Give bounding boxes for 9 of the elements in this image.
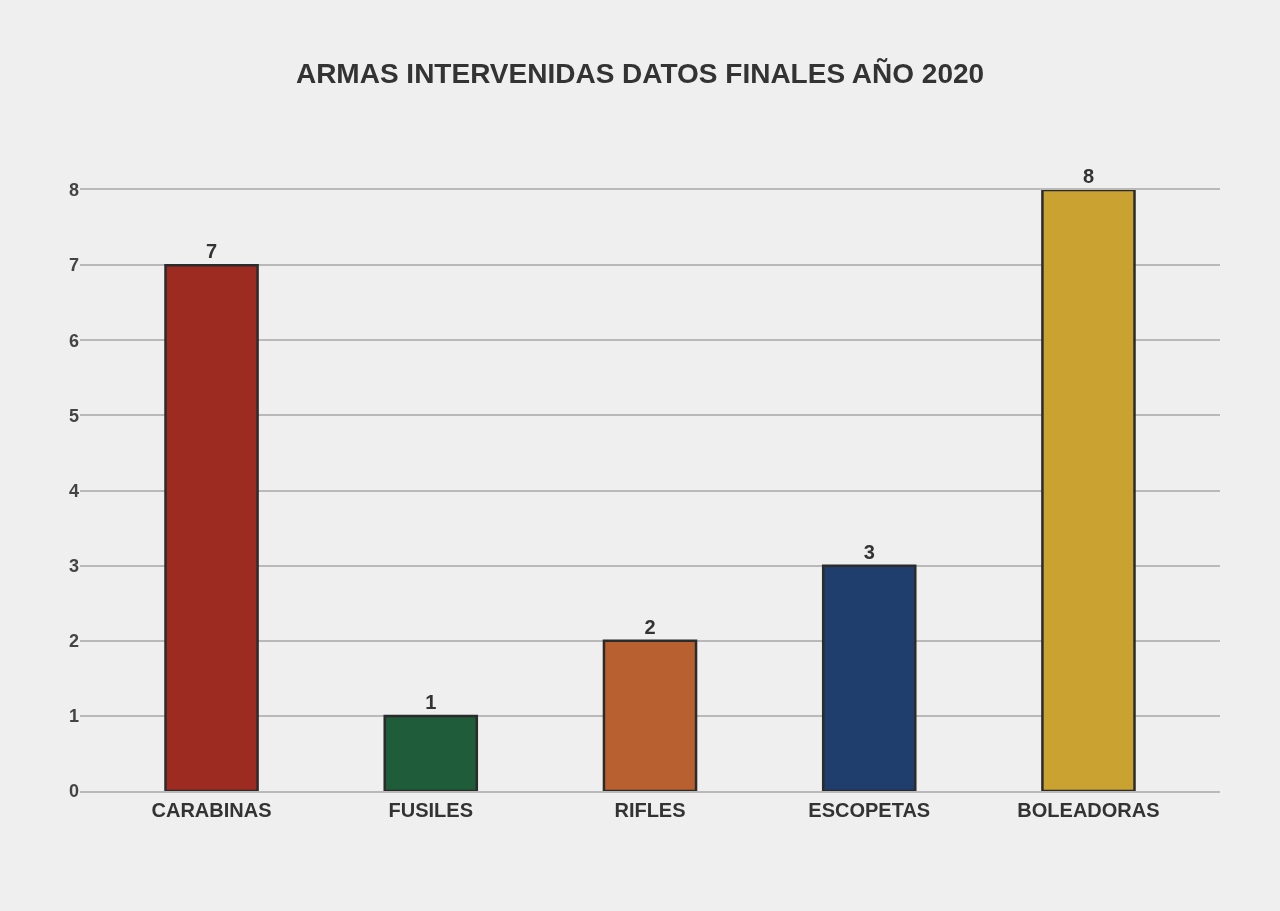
y-tick-label: 6 xyxy=(68,330,79,351)
y-tick-label: 3 xyxy=(68,555,79,576)
y-tick-label: 4 xyxy=(68,480,79,501)
y-tick-label: 1 xyxy=(68,706,79,727)
y-tick-label: 0 xyxy=(68,781,79,802)
y-tick-label: 2 xyxy=(68,631,79,652)
y-tick-label: 8 xyxy=(68,180,79,201)
y-tick-label: 7 xyxy=(68,255,79,276)
y-tick-label: 5 xyxy=(68,405,79,426)
